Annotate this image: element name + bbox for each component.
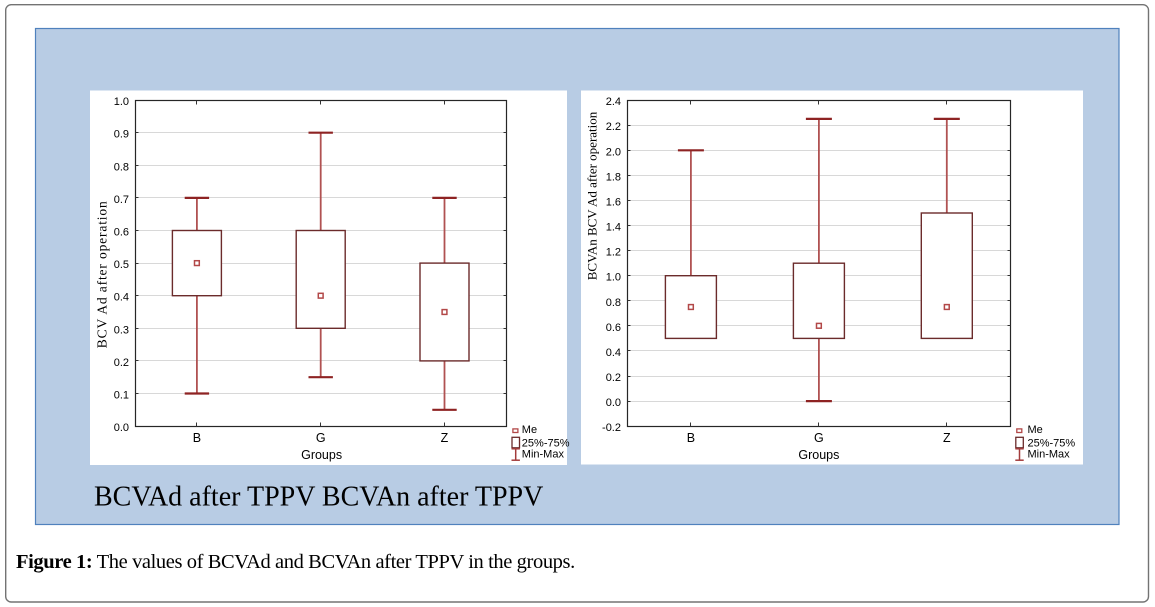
svg-text:0.8: 0.8 — [606, 297, 621, 309]
svg-text:Z: Z — [441, 431, 449, 445]
svg-text:0.2: 0.2 — [606, 372, 621, 384]
svg-text:2.4: 2.4 — [606, 96, 621, 108]
svg-text:Figure 1: The values of BCVAd: Figure 1: The values of BCVAd and BCVAn … — [16, 551, 575, 573]
svg-text:1.6: 1.6 — [606, 196, 621, 208]
svg-text:0.4: 0.4 — [114, 292, 129, 304]
svg-text:0.7: 0.7 — [114, 194, 129, 206]
svg-text:1.0: 1.0 — [606, 272, 621, 284]
svg-text:1.4: 1.4 — [606, 222, 621, 234]
svg-text:G: G — [814, 431, 824, 445]
svg-text:0.3: 0.3 — [114, 324, 129, 336]
svg-text:B: B — [687, 431, 695, 445]
svg-text:25%-75%: 25%-75% — [1028, 437, 1076, 449]
svg-text:BCVAn BCV Ad after operation: BCVAn BCV Ad after operation — [584, 111, 599, 280]
svg-text:Groups: Groups — [301, 448, 342, 462]
svg-text:0.1: 0.1 — [114, 390, 129, 402]
svg-text:Min-Max: Min-Max — [522, 449, 565, 461]
svg-text:Min-Max: Min-Max — [1028, 449, 1071, 461]
svg-text:0.0: 0.0 — [606, 397, 621, 409]
svg-text:G: G — [316, 431, 326, 445]
svg-text:25%-75%: 25%-75% — [522, 437, 570, 449]
svg-text:BCV Ad after operation: BCV Ad after operation — [95, 200, 110, 348]
svg-text:Me: Me — [1028, 424, 1043, 436]
svg-text:0.5: 0.5 — [114, 259, 129, 271]
svg-text:0.6: 0.6 — [606, 322, 621, 334]
svg-text:0.6: 0.6 — [114, 227, 129, 239]
svg-text:Me: Me — [522, 424, 537, 436]
svg-text:Groups: Groups — [798, 448, 839, 462]
svg-text:0.9: 0.9 — [114, 129, 129, 141]
svg-text:2.0: 2.0 — [606, 146, 621, 158]
svg-text:1.2: 1.2 — [606, 247, 621, 259]
svg-text:2.2: 2.2 — [606, 121, 621, 133]
svg-text:0.0: 0.0 — [114, 422, 129, 434]
svg-text:1.8: 1.8 — [606, 171, 621, 183]
svg-text:1.0: 1.0 — [114, 96, 129, 108]
svg-text:-0.2: -0.2 — [602, 422, 621, 434]
svg-text:BCVAd after TPPV BCVAn after T: BCVAd after TPPV BCVAn after TPPV — [94, 482, 543, 513]
svg-text:0.8: 0.8 — [114, 161, 129, 173]
svg-text:0.4: 0.4 — [606, 347, 621, 359]
svg-text:0.2: 0.2 — [114, 357, 129, 369]
svg-text:Z: Z — [943, 431, 951, 445]
svg-text:B: B — [193, 431, 201, 445]
